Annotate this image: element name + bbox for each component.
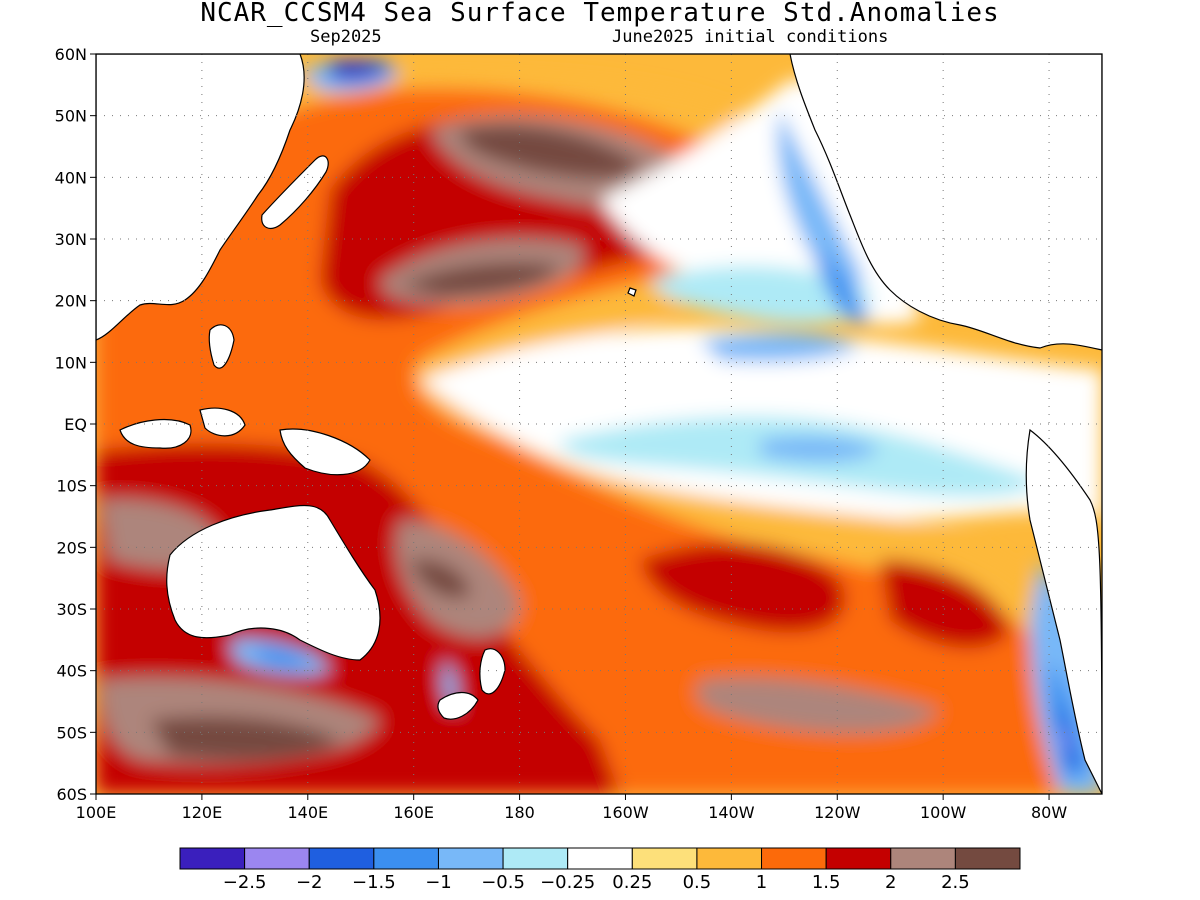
lon-tick-label: 140W [708,803,755,822]
lon-tick-label: 100W [920,803,967,822]
coastlines [96,54,1102,794]
lon-tick-label: 160W [602,803,649,822]
colorbar-label: 1 [756,872,767,893]
lon-tick-label: 120W [814,803,861,822]
colorbar-label: 1.5 [812,872,841,893]
lat-tick-label: 30S [56,600,87,619]
colorbar-swatch [696,847,763,870]
colorbar-swatch [954,847,1021,870]
lat-tick-label: 50S [56,723,87,742]
colorbar-swatch [567,847,633,870]
colorbar-label: 2.5 [941,872,970,893]
colorbar-swatch [890,847,956,870]
lat-tick-label: 10S [56,477,87,496]
lat-tick-label: 30N [55,230,87,249]
forecast-month: Sep2025 [310,27,382,47]
colorbar-swatch [244,847,310,870]
colorbar-label: −0.5 [481,872,525,893]
colorbar-swatch [308,847,375,870]
lon-tick-label: 100E [76,803,117,822]
longitude-axis: 100E 120E 140E 160E 180 160W 140W 120W 100W 80W [76,794,1067,822]
lat-tick-label: 20N [55,292,87,311]
colorbar-label: −1 [425,872,452,893]
colorbar: −2.5 −2 −1.5 −1 −0.5 −0.25 0.25 0.5 1 1.5 2 2.5 [179,847,1021,893]
lat-tick-label: 20S [56,538,87,557]
lat-tick-label: EQ [64,415,87,434]
lon-tick-label: 80W [1031,803,1067,822]
lon-tick-label: 180 [504,803,535,822]
latitude-axis: 60N 50N 40N 30N 20N 10N EQ 10S 20S 30S 40S 50S 60S [55,45,96,804]
lat-tick-label: 40S [56,662,87,681]
colorbar-label: 0.5 [683,872,712,893]
colorbar-swatch [631,847,698,870]
initial-conditions: June2025 initial conditions [612,27,889,47]
colorbar-label: 0.25 [612,872,652,893]
lat-lon-grid [96,54,1102,794]
lat-tick-label: 10N [55,353,87,372]
colorbar-swatch [179,847,246,870]
map-title: NCAR_CCSM4 Sea Surface Temperature Std.A… [200,0,1000,28]
colorbar-swatch [825,847,892,870]
colorbar-swatch [761,847,827,870]
colorbar-swatch [502,847,569,870]
anomaly-field [96,54,1102,794]
colorbar-label: −0.25 [540,872,595,893]
colorbar-label: 2 [885,872,896,893]
lon-tick-label: 140E [287,803,328,822]
lat-tick-label: 60N [55,45,87,64]
colorbar-swatch [437,847,504,870]
lat-tick-label: 50N [55,107,87,126]
colorbar-label: −2.5 [223,872,267,893]
colorbar-label: −1.5 [352,872,396,893]
colorbar-swatch [373,847,439,870]
lat-tick-label: 60S [56,785,87,804]
colorbar-label: −2 [296,872,323,893]
lon-tick-label: 120E [182,803,223,822]
lon-tick-label: 160E [393,803,434,822]
lat-tick-label: 40N [55,168,87,187]
